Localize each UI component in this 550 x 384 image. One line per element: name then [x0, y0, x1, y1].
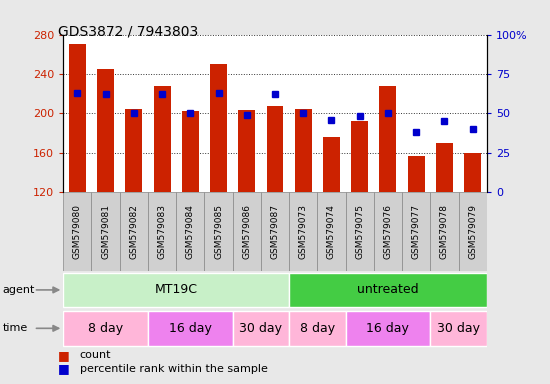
Bar: [153, 86, 170, 192]
Text: GSM579086: GSM579086: [242, 204, 251, 259]
Text: GSM579073: GSM579073: [299, 204, 308, 259]
FancyBboxPatch shape: [261, 192, 289, 271]
FancyBboxPatch shape: [345, 192, 374, 271]
Text: 30 day: 30 day: [239, 322, 282, 335]
Text: GSM579076: GSM579076: [383, 204, 393, 259]
Text: GSM579079: GSM579079: [468, 204, 477, 259]
Text: agent: agent: [3, 285, 35, 295]
FancyBboxPatch shape: [63, 311, 148, 346]
Text: MT19C: MT19C: [155, 283, 197, 296]
FancyBboxPatch shape: [205, 192, 233, 271]
FancyBboxPatch shape: [402, 192, 430, 271]
Text: GDS3872 / 7943803: GDS3872 / 7943803: [58, 25, 198, 39]
Text: 16 day: 16 day: [169, 322, 212, 335]
FancyBboxPatch shape: [459, 192, 487, 271]
FancyBboxPatch shape: [91, 192, 120, 271]
Bar: [125, 109, 142, 192]
Bar: [464, 153, 481, 192]
Text: GSM579077: GSM579077: [411, 204, 421, 259]
FancyBboxPatch shape: [233, 311, 289, 346]
Bar: [351, 121, 368, 192]
Text: time: time: [3, 323, 28, 333]
FancyBboxPatch shape: [63, 273, 289, 307]
Text: GSM579087: GSM579087: [271, 204, 279, 259]
Bar: [238, 110, 255, 192]
FancyBboxPatch shape: [176, 192, 205, 271]
Text: GSM579081: GSM579081: [101, 204, 110, 259]
Bar: [97, 69, 114, 192]
Text: GSM579083: GSM579083: [157, 204, 167, 259]
Text: 16 day: 16 day: [366, 322, 409, 335]
Text: GSM579078: GSM579078: [440, 204, 449, 259]
Bar: [323, 137, 340, 192]
Text: GSM579082: GSM579082: [129, 204, 139, 259]
Text: ■: ■: [58, 349, 69, 362]
Bar: [408, 156, 425, 192]
Bar: [210, 64, 227, 192]
Text: GSM579080: GSM579080: [73, 204, 82, 259]
FancyBboxPatch shape: [289, 273, 487, 307]
Bar: [69, 45, 86, 192]
Text: percentile rank within the sample: percentile rank within the sample: [80, 364, 268, 374]
FancyBboxPatch shape: [63, 192, 91, 271]
FancyBboxPatch shape: [374, 192, 402, 271]
Text: GSM579084: GSM579084: [186, 204, 195, 259]
FancyBboxPatch shape: [289, 311, 345, 346]
Bar: [267, 106, 283, 192]
Text: 8 day: 8 day: [88, 322, 123, 335]
FancyBboxPatch shape: [120, 192, 148, 271]
Text: 30 day: 30 day: [437, 322, 480, 335]
FancyBboxPatch shape: [430, 311, 487, 346]
Text: GSM579075: GSM579075: [355, 204, 364, 259]
Bar: [436, 143, 453, 192]
FancyBboxPatch shape: [148, 311, 233, 346]
Text: count: count: [80, 350, 111, 360]
FancyBboxPatch shape: [345, 311, 430, 346]
FancyBboxPatch shape: [317, 192, 345, 271]
Text: ■: ■: [58, 362, 69, 375]
Bar: [182, 111, 199, 192]
Bar: [295, 109, 312, 192]
Text: GSM579074: GSM579074: [327, 204, 336, 259]
Text: GSM579085: GSM579085: [214, 204, 223, 259]
FancyBboxPatch shape: [289, 192, 317, 271]
FancyBboxPatch shape: [430, 192, 459, 271]
Text: untreated: untreated: [357, 283, 419, 296]
FancyBboxPatch shape: [148, 192, 176, 271]
Text: 8 day: 8 day: [300, 322, 335, 335]
FancyBboxPatch shape: [233, 192, 261, 271]
Bar: [379, 86, 397, 192]
